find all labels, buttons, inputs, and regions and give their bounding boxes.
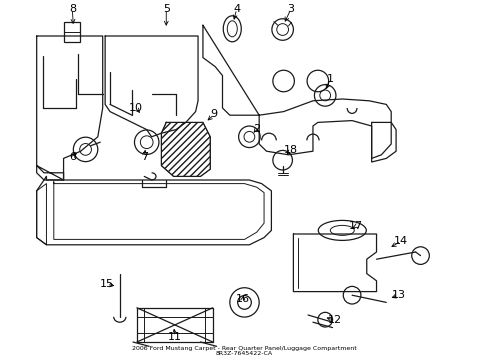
Text: 11: 11: [168, 332, 182, 342]
Text: 3: 3: [287, 4, 294, 14]
Text: 17: 17: [348, 221, 362, 231]
Text: 5: 5: [163, 4, 169, 14]
Text: 14: 14: [393, 236, 407, 246]
Text: 2: 2: [253, 124, 260, 134]
Text: 12: 12: [327, 315, 341, 325]
Text: 2006 Ford Mustang Carpet - Rear Quarter Panel/Luggage Compartment
8R3Z-7645422-C: 2006 Ford Mustang Carpet - Rear Quarter …: [132, 346, 356, 356]
Text: 7: 7: [141, 152, 147, 162]
Text: 8: 8: [69, 4, 76, 14]
Text: 10: 10: [129, 103, 142, 113]
Text: 16: 16: [236, 294, 249, 304]
Text: 9: 9: [210, 109, 217, 120]
Text: 18: 18: [284, 145, 297, 156]
Bar: [64, 22, 80, 42]
Text: 4: 4: [233, 4, 240, 14]
Text: 6: 6: [69, 152, 76, 162]
Text: 15: 15: [100, 279, 113, 289]
Text: 1: 1: [326, 74, 333, 84]
Text: 13: 13: [391, 290, 405, 300]
